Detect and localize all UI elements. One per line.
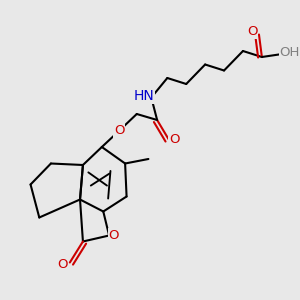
Text: O: O: [247, 25, 258, 38]
Text: O: O: [169, 133, 179, 146]
Text: O: O: [108, 229, 119, 242]
Text: OH: OH: [279, 46, 300, 59]
Text: O: O: [57, 257, 68, 271]
Text: O: O: [114, 124, 124, 137]
Text: HN: HN: [134, 89, 154, 103]
